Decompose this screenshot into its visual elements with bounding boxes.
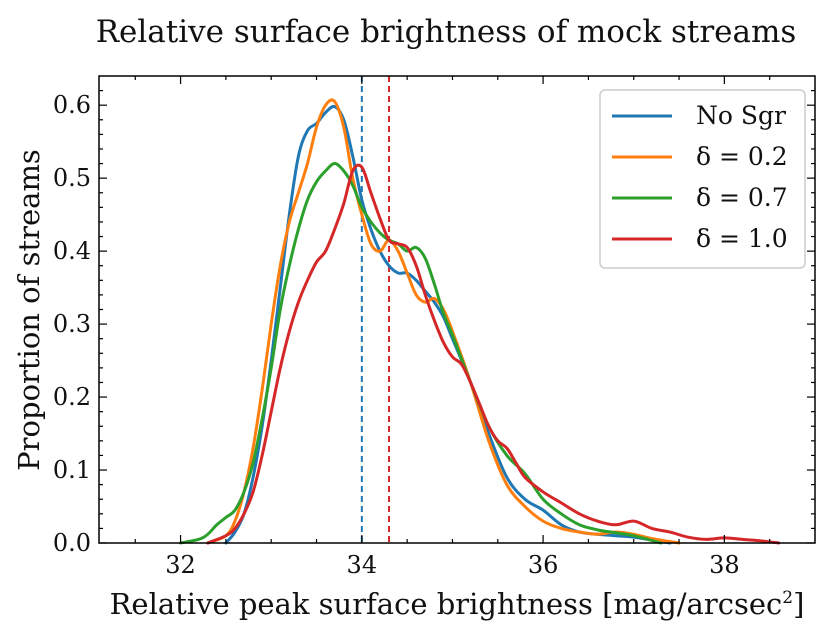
axis-ticks: 32 34 36 38 0.0 0.1 0.2 0.3 0.4 0.5 0.6 <box>53 76 815 579</box>
legend-label-3: δ = 1.0 <box>696 224 788 253</box>
y-tick-label: 0.0 <box>53 529 91 557</box>
y-axis-label: Proportion of streams <box>12 149 46 471</box>
x-tick-label: 34 <box>347 551 378 579</box>
legend-label-2: δ = 0.7 <box>696 183 788 212</box>
x-tick-label: 38 <box>709 551 740 579</box>
reference-lines <box>360 76 391 543</box>
legend-box <box>599 89 806 269</box>
series-line-0 <box>224 104 672 545</box>
legend: No Sgr δ = 0.2 δ = 0.7 δ = 1.0 <box>599 89 806 269</box>
x-axis-label: Relative peak surface brightness [mag/ar… <box>110 587 805 621</box>
y-tick-label: 0.3 <box>53 310 91 338</box>
y-tick-label: 0.4 <box>53 237 91 265</box>
y-tick-label: 0.2 <box>53 383 91 411</box>
y-tick-label: 0.1 <box>53 456 91 484</box>
legend-label-1: δ = 0.2 <box>696 142 788 171</box>
y-tick-label: 0.6 <box>53 91 91 119</box>
chart-title: Relative surface brightness of mock stre… <box>96 14 797 50</box>
x-tick-label: 32 <box>165 551 196 579</box>
series-line-3 <box>206 163 781 545</box>
y-tick-label: 0.5 <box>53 164 91 192</box>
legend-label-0: No Sgr <box>696 101 786 130</box>
series-lines <box>179 98 781 545</box>
x-tick-label: 36 <box>528 551 559 579</box>
